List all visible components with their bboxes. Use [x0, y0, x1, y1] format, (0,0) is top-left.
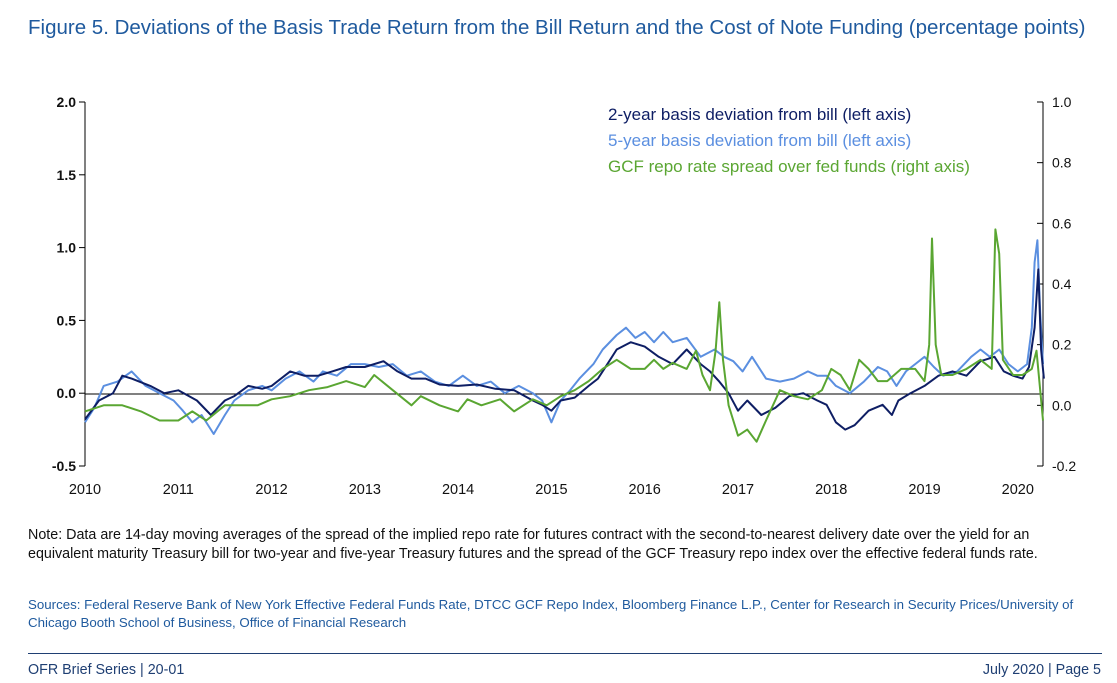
left-tick-label: 1.0	[57, 240, 77, 256]
x-tick-label: 2016	[629, 482, 661, 498]
line-chart: -0.5 0.0 0.5 1.0 1.5 2.0 -0.2 0.0 0.2 0.4 0.6 0.8 1…	[52, 94, 1076, 498]
x-tick-label: 2014	[442, 482, 474, 498]
legend-entry: 2-year basis deviation from bill (left a…	[608, 105, 911, 124]
x-tick-label: 2020	[1002, 482, 1034, 498]
x-tick-label: 2012	[255, 482, 287, 498]
footer-series: OFR Brief Series | 20-01	[28, 662, 185, 678]
x-axis-ticks: 2010 2011 2012 2013 2014 2015 2016 2017 2018 2019…	[69, 482, 1034, 498]
legend-entry: 5-year basis deviation from bill (left a…	[608, 131, 911, 150]
footer-page: July 2020 | Page 5	[982, 662, 1101, 678]
right-tick-label: 0.0	[1052, 397, 1072, 413]
right-tick-label: 0.8	[1052, 155, 1072, 171]
x-tick-label: 2017	[722, 482, 754, 498]
x-tick-label: 2010	[69, 482, 101, 498]
plot-area: -0.5 0.0 0.5 1.0 1.5 2.0 -0.2 0.0 0.2 0.4 0.6 0.8 1…	[52, 94, 1076, 498]
x-tick-label: 2015	[535, 482, 567, 498]
left-tick-label: 2.0	[57, 94, 77, 110]
x-tick-label: 2011	[163, 482, 194, 498]
right-tick-label: 0.4	[1052, 276, 1072, 292]
left-tick-label: -0.5	[52, 458, 76, 474]
series-line-3	[84, 228, 1044, 443]
legend: 2-year basis deviation from bill (left a…	[608, 105, 970, 176]
left-tick-label: 0.0	[57, 385, 77, 401]
left-tick-label: 0.5	[57, 312, 77, 328]
series-lines	[84, 228, 1045, 443]
right-tick-label: 1.0	[1052, 94, 1072, 110]
x-tick-label: 2019	[908, 482, 940, 498]
right-tick-label: -0.2	[1052, 458, 1076, 474]
chart-note: Note: Data are 14-day moving averages of…	[28, 527, 1038, 562]
left-axis-ticks: -0.5 0.0 0.5 1.0 1.5 2.0	[52, 94, 85, 474]
left-tick-label: 1.5	[57, 167, 77, 183]
right-tick-label: 0.6	[1052, 215, 1072, 231]
series-line-2	[84, 239, 1044, 435]
figure-title: Figure 5. Deviations of the Basis Trade …	[28, 16, 1086, 39]
right-axis-ticks: -0.2 0.0 0.2 0.4 0.6 0.8 1.0	[1037, 94, 1076, 474]
x-tick-label: 2018	[815, 482, 847, 498]
series-line-1	[84, 268, 1045, 431]
right-tick-label: 0.2	[1052, 337, 1072, 353]
chart-sources: Sources: Federal Reserve Bank of New Yor…	[28, 597, 1074, 630]
footer-divider	[28, 653, 1102, 654]
x-tick-label: 2013	[349, 482, 381, 498]
legend-entry: GCF repo rate spread over fed funds (rig…	[608, 157, 970, 176]
